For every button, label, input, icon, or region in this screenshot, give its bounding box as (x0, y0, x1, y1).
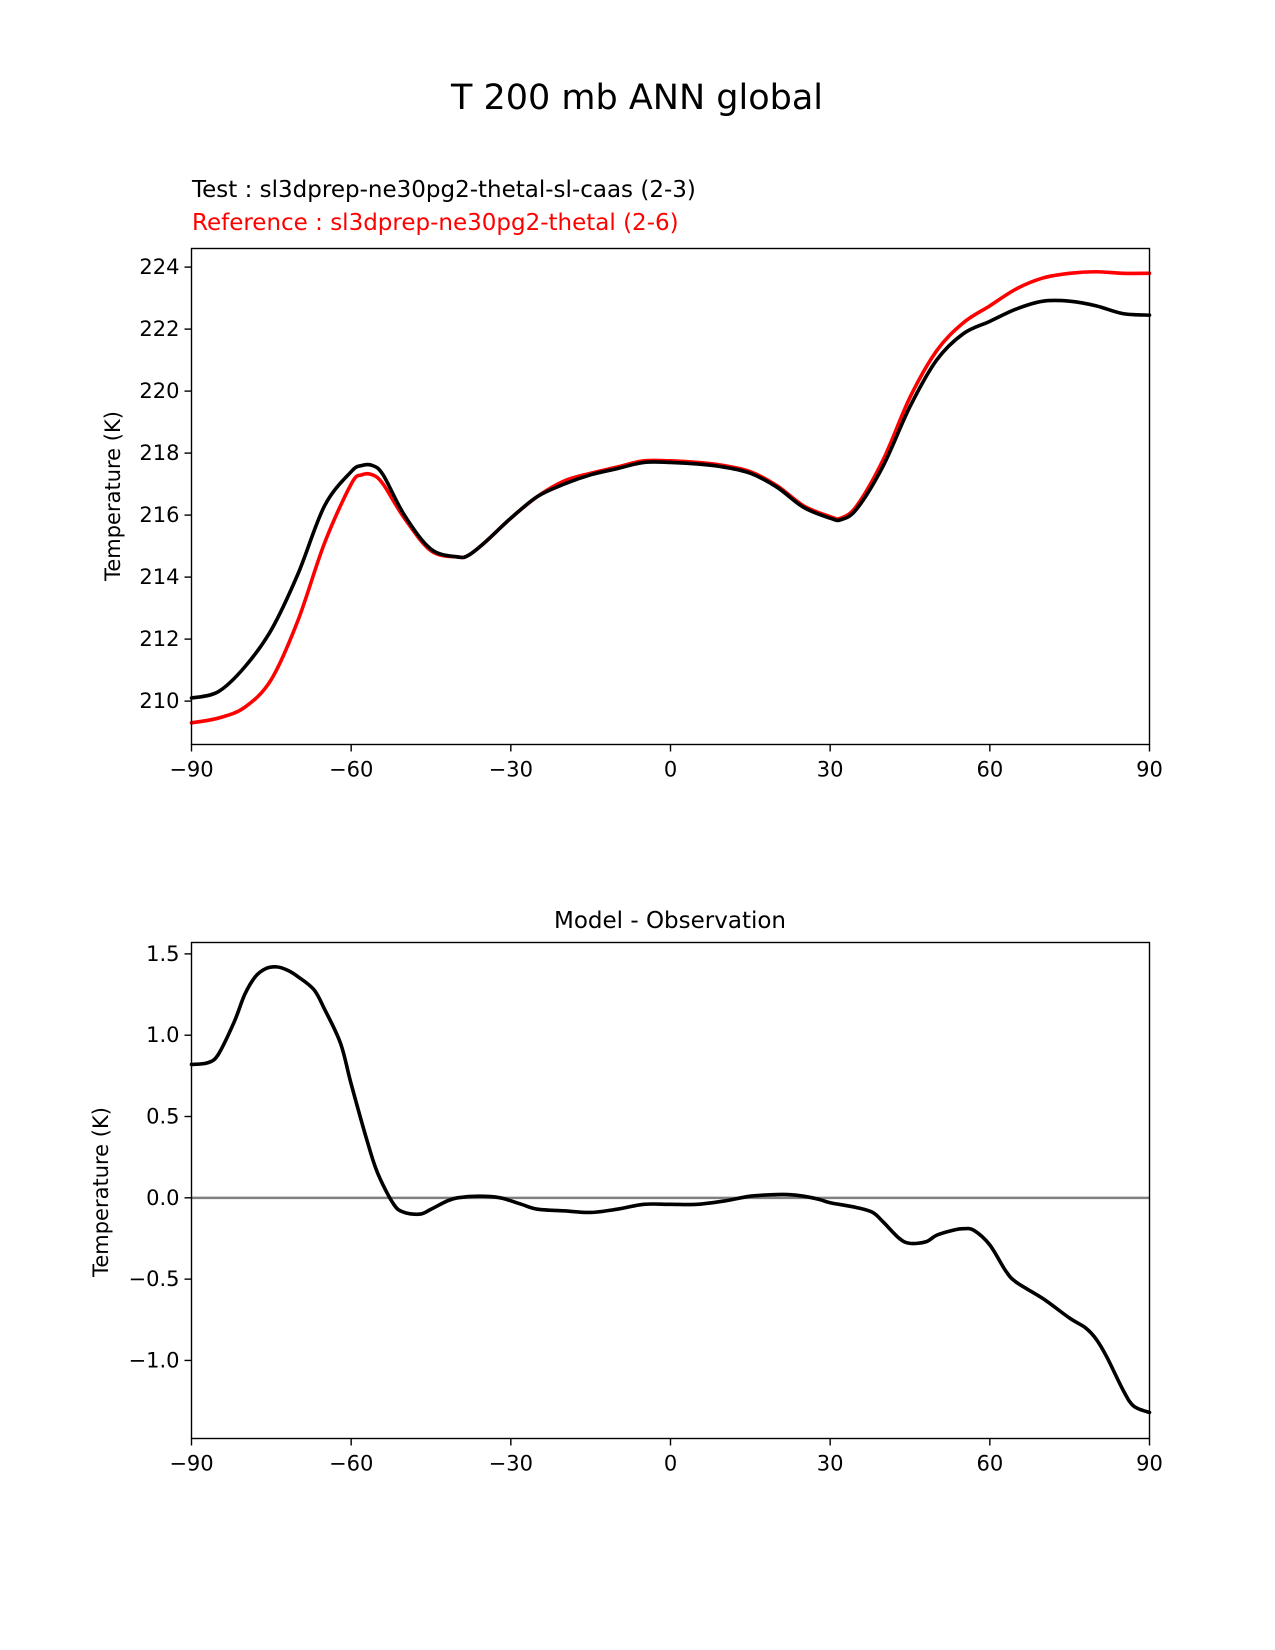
bottom-y-tick-label: 0.5 (146, 1105, 179, 1129)
top-y-tick-label: 220 (139, 379, 179, 403)
top-y-tick-label: 216 (139, 503, 179, 527)
top-y-axis-label: Temperature (K) (101, 411, 125, 582)
top-plot-frame (190, 247, 1151, 746)
top-y-tick-label: 212 (139, 627, 179, 651)
top-y-tick-label: 218 (139, 441, 179, 465)
top-series-group (189, 269, 1152, 725)
bottom-y-tick-label: −0.5 (129, 1267, 180, 1291)
top-series-line-reference (189, 269, 1152, 725)
test-label: Test : sl3dprep-ne30pg2-thetal-sl-caas (… (191, 177, 696, 203)
figure-title: T 200 mb ANN global (450, 78, 823, 118)
bottom-y-tick-label: 0.0 (146, 1186, 179, 1210)
top-x-tick-label: −90 (169, 758, 213, 782)
top-axis-ticks: −90 −60 −30 0 30 60 90 210 212 214 216 218 220 222 224 (139, 255, 1162, 781)
bottom-x-tick-label: −30 (489, 1452, 533, 1476)
bottom-x-tick-label: 0 (664, 1452, 677, 1476)
bottom-y-tick-label: 1.0 (146, 1023, 179, 1047)
top-series-line-test (189, 298, 1152, 700)
bottom-series-line-series-0 (189, 965, 1152, 1415)
bottom-series-group (189, 965, 1152, 1415)
top-x-tick-label: −30 (489, 758, 533, 782)
bottom-y-axis-label: Temperature (K) (89, 1107, 113, 1278)
bottom-y-tick-label: −1.0 (129, 1348, 180, 1372)
bottom-x-tick-label: 60 (976, 1452, 1003, 1476)
bottom-axis-ticks: −90 −60 −30 0 30 60 90 −1.0 −0.5 0.0 0.5 1.0 1.5 (129, 942, 1163, 1476)
bottom-plot-frame (190, 941, 1151, 1440)
top-x-tick-label: 90 (1136, 758, 1163, 782)
top-x-tick-label: 0 (664, 758, 677, 782)
bottom-x-tick-label: 90 (1136, 1452, 1163, 1476)
top-y-tick-label: 214 (139, 565, 179, 589)
top-x-tick-label: −60 (329, 758, 373, 782)
bottom-x-tick-label: 30 (817, 1452, 844, 1476)
bottom-x-tick-label: −60 (329, 1452, 373, 1476)
reference-label: Reference : sl3dprep-ne30pg2-thetal (2-6… (192, 210, 679, 236)
top-y-tick-label: 222 (139, 317, 179, 341)
top-y-tick-label: 210 (139, 689, 179, 713)
top-panel: Test : sl3dprep-ne30pg2-thetal-sl-caas (… (101, 177, 1163, 782)
bottom-panel: Model - Observation −90 −60 −30 0 30 60 90 −1.0… (89, 908, 1163, 1476)
top-y-tick-label: 224 (139, 255, 179, 279)
bottom-panel-title: Model - Observation (554, 908, 786, 934)
bottom-y-tick-label: 1.5 (146, 942, 179, 966)
top-x-tick-label: 30 (817, 758, 844, 782)
top-x-tick-label: 60 (976, 758, 1003, 782)
bottom-x-tick-label: −90 (169, 1452, 213, 1476)
